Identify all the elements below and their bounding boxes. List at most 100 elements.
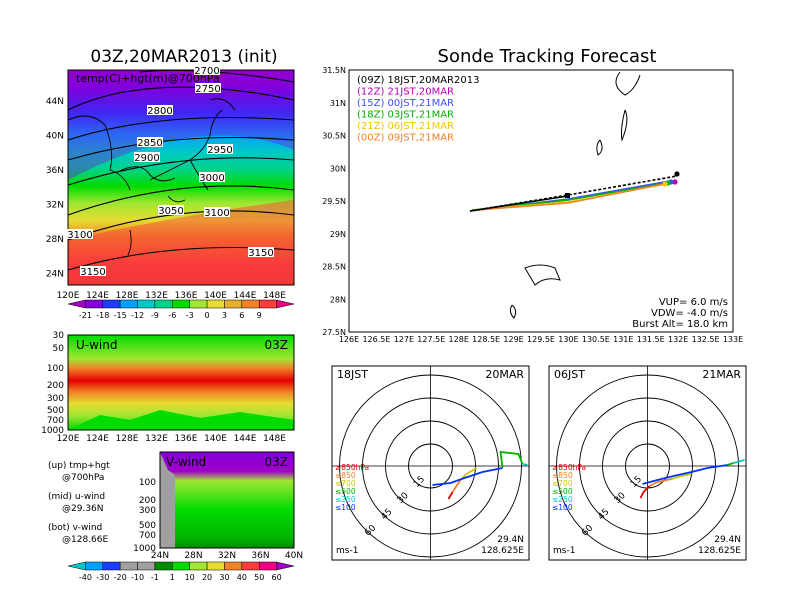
track-legend-entry: (00Z) 09JST,21MAR xyxy=(357,133,454,144)
colorbar-swatch xyxy=(276,299,295,309)
colorbar-label: -3 xyxy=(186,311,194,320)
colorbar-swatch xyxy=(85,299,104,309)
panel-notes: (up) tmp+hgt @700hPa (mid) u-wind @29.36N (b… xyxy=(48,461,110,545)
hodograph-ring xyxy=(339,374,522,558)
contour-label-bg xyxy=(194,65,220,75)
vwind-colorbar-label: -10 xyxy=(131,573,144,582)
note-line-1: (up) tmp+hgt xyxy=(48,461,110,471)
uwind-x-tick: 148E xyxy=(263,434,286,444)
colorbar-swatch xyxy=(206,299,225,309)
colorbar-label: -6 xyxy=(168,311,176,320)
contour-label: 3100 xyxy=(67,229,93,241)
vwind-y-tick: 500 xyxy=(139,521,156,531)
track-param: VUP= 6.0 m/s xyxy=(659,297,728,308)
contour-label-bg xyxy=(207,144,233,154)
contour-label: 2750 xyxy=(195,83,221,95)
contour-label-bg xyxy=(195,83,221,93)
vwind-colorbar-swatch xyxy=(102,561,121,571)
colorbar-swatch xyxy=(102,299,121,309)
contour-label-bg xyxy=(67,229,93,239)
vwind-colorbar-swatch xyxy=(276,561,295,571)
map700-lat-tick: 28N xyxy=(46,235,64,245)
vwind-x-tick: 28N xyxy=(184,551,202,561)
uwind-y-tick: 1000 xyxy=(41,426,64,436)
uwind-y-tick: 30 xyxy=(53,331,65,341)
vwind-colorbar-swatch xyxy=(119,561,138,571)
track-x-tick: 129E xyxy=(503,335,523,344)
contour-label-text: 3150 xyxy=(80,267,105,278)
map700-lon-tick: 124E xyxy=(86,291,109,301)
colorbar-swatch xyxy=(224,299,243,309)
hodograph-ring xyxy=(385,420,476,512)
contour-label-text: 2750 xyxy=(195,84,220,95)
vwind-time: 03Z xyxy=(265,455,289,469)
contour-label-text: 3000 xyxy=(199,173,224,184)
track-x-tick: 128E xyxy=(449,335,469,344)
hodograph-legend-entry: ≤100 xyxy=(552,503,573,512)
hodograph-ring xyxy=(362,397,499,535)
vwind-colorbar-swatch xyxy=(85,561,104,571)
hodograph-date: 20MAR xyxy=(485,368,524,381)
hodograph-lon: 128.625E xyxy=(698,546,741,556)
uwind-frame xyxy=(67,334,295,431)
uwind-x-tick: 120E xyxy=(57,434,80,444)
note-line-2: @29.36N xyxy=(62,504,104,514)
vwind-colorbar-label: -40 xyxy=(79,573,92,582)
track-y-tick: 28N xyxy=(330,295,346,304)
vwind-colorbar-swatch xyxy=(154,561,173,571)
vwind-colorbar-swatch xyxy=(224,561,243,571)
uwind-x-tick: 124E xyxy=(86,434,109,444)
track-x-ticks: 126E 126.5E 127E 127.5E 128E 128.5E 129E 129.5E… xyxy=(339,335,743,344)
track-y-ticks: 31.5N 31N 30.5N 30N 29.5N 29N 28.5N 28N 27.5N xyxy=(322,66,346,337)
hodograph-ring-label: 60 xyxy=(580,523,595,538)
uwind-y-tick: 50 xyxy=(53,344,65,354)
map700-panel: temp(C)+hgt(m)@700hPa 44N 40N 36N 32N 28N 24N… xyxy=(46,65,295,320)
vwind-colorbar-label: 30 xyxy=(219,573,229,582)
contour-label-text: 2800 xyxy=(147,106,172,117)
vwind-colorbar-swatch xyxy=(206,561,225,571)
track-legend-entry: (12Z) 21JST,20MAR xyxy=(357,87,454,98)
track-coastlines xyxy=(509,71,641,319)
colorbar-label: 3 xyxy=(222,311,227,320)
map700-lat-tick: 32N xyxy=(46,201,64,211)
contour-label-bg xyxy=(158,205,184,215)
vwind-colorbar-swatch xyxy=(189,561,208,571)
burst-marker xyxy=(565,193,570,198)
right-title: Sonde Tracking Forecast xyxy=(438,46,657,67)
vwind-grey-region xyxy=(160,452,175,548)
note-line-2: @128.66E xyxy=(62,535,108,545)
hodograph-ring xyxy=(556,374,739,558)
track-legend: (09Z) 18JST,20MAR2013(12Z) 21JST,20MAR(1… xyxy=(357,75,479,144)
uwind-x-ticks: 120E 124E 128E 132E 136E 140E 144E 148E xyxy=(57,434,287,444)
track-ascent xyxy=(469,195,569,212)
track-x-tick: 131.5E xyxy=(637,335,665,344)
landing-marker-12z xyxy=(672,179,678,185)
colorbar-swatch xyxy=(189,299,208,309)
vwind-frame xyxy=(159,451,295,549)
colorbar-swatch xyxy=(67,299,86,309)
track-x-tick: 132E xyxy=(668,335,688,344)
vwind-y-tick: 100 xyxy=(139,478,156,488)
track-x-tick: 128.5E xyxy=(472,335,500,344)
vwind-x-tick: 40N xyxy=(285,551,303,561)
map700-lon-tick: 144E xyxy=(234,291,257,301)
contour-label: 2700 xyxy=(194,65,220,77)
uwind-y-tick: 100 xyxy=(47,364,64,374)
track-x-tick: 130.5E xyxy=(582,335,610,344)
contour-label: 3050 xyxy=(158,205,184,217)
uwind-field xyxy=(68,335,294,430)
vwind-y-tick: 700 xyxy=(139,531,156,541)
track-param: Burst Alt= 18.0 km xyxy=(632,319,728,330)
hodograph-lat: 29.4N xyxy=(497,535,524,545)
track-00z xyxy=(475,183,665,211)
uwind-y-tick: 500 xyxy=(47,406,64,416)
hodograph-ring-label: 60 xyxy=(363,523,378,538)
contour-label: 3100 xyxy=(204,207,230,219)
contour-label-text: 2950 xyxy=(207,145,232,156)
hodograph-unit: ms-1 xyxy=(553,546,575,556)
